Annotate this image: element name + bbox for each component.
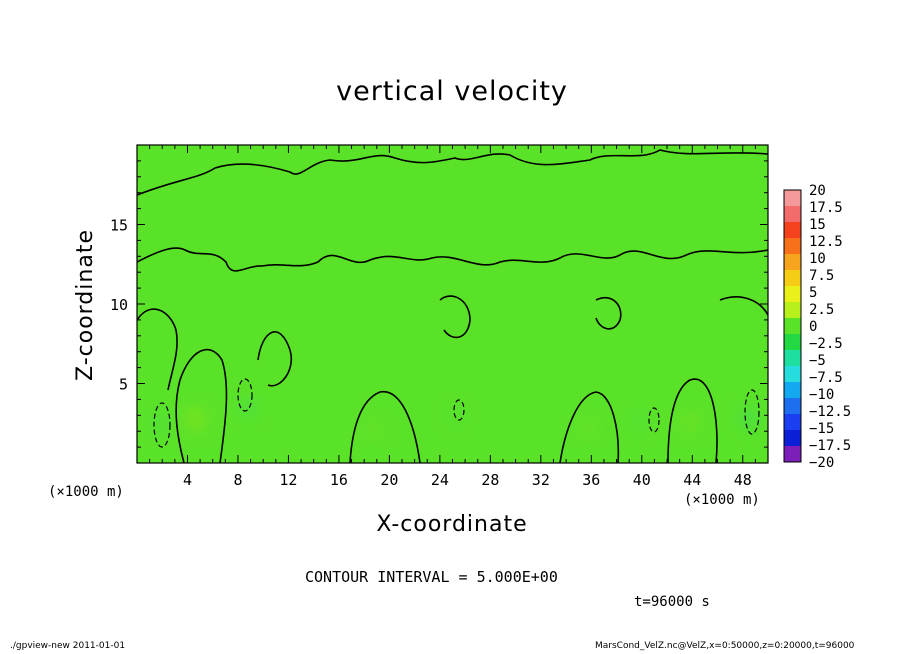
time-label: t=96000 s — [634, 594, 710, 610]
colorbar-label: 12.5 — [809, 234, 843, 250]
x-axis-label: X-coordinate — [376, 512, 528, 537]
positive-core-2 — [587, 430, 590, 435]
colorbar-swatch — [784, 238, 801, 255]
colorbar-label: −2.5 — [809, 336, 843, 352]
colorbar-swatch — [784, 190, 801, 207]
colorbar-swatch — [784, 206, 801, 223]
contour-lines — [137, 149, 768, 463]
velocity-cells — [157, 401, 753, 436]
y-unit-label: (×1000 m) — [48, 484, 124, 500]
footer-right: MarsCond_VelZ.nc@VelZ,x=0:50000,z=0:2000… — [595, 641, 855, 651]
x-unit-label: (×1000 m) — [684, 492, 760, 508]
x-axis: 4 8 12 16 20 24 28 32 36 40 44 48 — [149, 145, 756, 489]
x-tick-label: 12 — [279, 471, 297, 489]
colorbar: 2017.51512.5107.552.50−2.5−5−7.5−10−12.5… — [783, 183, 851, 471]
x-tick-label: 20 — [380, 471, 398, 489]
colorbar-label: 7.5 — [809, 268, 834, 284]
x-tick-label: 40 — [633, 471, 651, 489]
colorbar-label: −17.5 — [809, 438, 851, 454]
contour-interval: CONTOUR INTERVAL = 5.000E+00 — [305, 568, 558, 586]
colorbar-label: −15 — [809, 421, 834, 437]
y-tick-label: 15 — [110, 217, 128, 235]
x-tick-label: 4 — [183, 471, 192, 489]
colorbar-frame — [783, 189, 802, 463]
colorbar-label: 0 — [809, 319, 817, 335]
negative-core-4 — [747, 414, 751, 423]
colorbar-swatch — [784, 398, 801, 415]
colorbar-label: 15 — [809, 217, 826, 233]
colorbar-swatch — [784, 318, 801, 335]
colorbar-swatch — [784, 366, 801, 383]
colorbar-label: −10 — [809, 387, 834, 403]
colorbar-swatch — [784, 446, 801, 463]
colorbar-label: 2.5 — [809, 302, 834, 318]
negative-core-3 — [638, 419, 641, 424]
x-tick-label: 16 — [330, 471, 348, 489]
x-tick-label: 44 — [683, 471, 701, 489]
x-tick-label: 36 — [582, 471, 600, 489]
x-tick-label: 8 — [233, 471, 242, 489]
y-axis: 5 10 15 — [110, 160, 768, 448]
x-tick-label: 48 — [734, 471, 752, 489]
x-tick-label: 24 — [431, 471, 449, 489]
positive-core-3 — [688, 423, 692, 429]
positive-cell-3 — [686, 417, 693, 427]
colorbar-swatch — [784, 286, 801, 303]
negative-contours — [153, 378, 760, 448]
colorbar-label: 17.5 — [809, 200, 843, 216]
positive-cell-2 — [586, 424, 592, 432]
colorbar-swatch — [784, 334, 801, 351]
colorbar-swatch — [784, 254, 801, 271]
footer-left: ./gpview-new 2011-01-01 — [10, 641, 126, 651]
colorbar-swatch — [784, 382, 801, 399]
colorbar-label: 5 — [809, 285, 817, 301]
negative-core-0 — [158, 420, 161, 426]
colorbar-label: −5 — [809, 353, 826, 369]
x-tick-label: 28 — [481, 471, 499, 489]
positive-cell-0 — [190, 411, 200, 426]
colorbar-label: −20 — [809, 455, 834, 471]
x-tick-label: 32 — [532, 471, 550, 489]
colorbar-label: −12.5 — [809, 404, 851, 420]
positive-core-1 — [373, 431, 376, 436]
positive-cell-1 — [372, 426, 377, 433]
colorbar-swatch — [784, 414, 801, 431]
positive-core-0 — [192, 418, 198, 427]
chart-title: vertical velocity — [336, 76, 568, 107]
y-axis-label: Z-coordinate — [73, 229, 98, 381]
colorbar-swatch — [784, 350, 801, 367]
colorbar-label: 20 — [809, 183, 826, 199]
colorbar-swatch — [784, 270, 801, 287]
colorbar-label: 10 — [809, 251, 826, 267]
negative-core-1 — [246, 404, 250, 411]
colorbar-label: −7.5 — [809, 370, 843, 386]
y-tick-label: 10 — [110, 296, 128, 314]
colorbar-swatch — [784, 222, 801, 239]
colorbar-swatch — [784, 430, 801, 447]
y-tick-label: 5 — [119, 376, 128, 394]
plot-area — [137, 145, 768, 463]
colorbar-swatch — [784, 302, 801, 319]
